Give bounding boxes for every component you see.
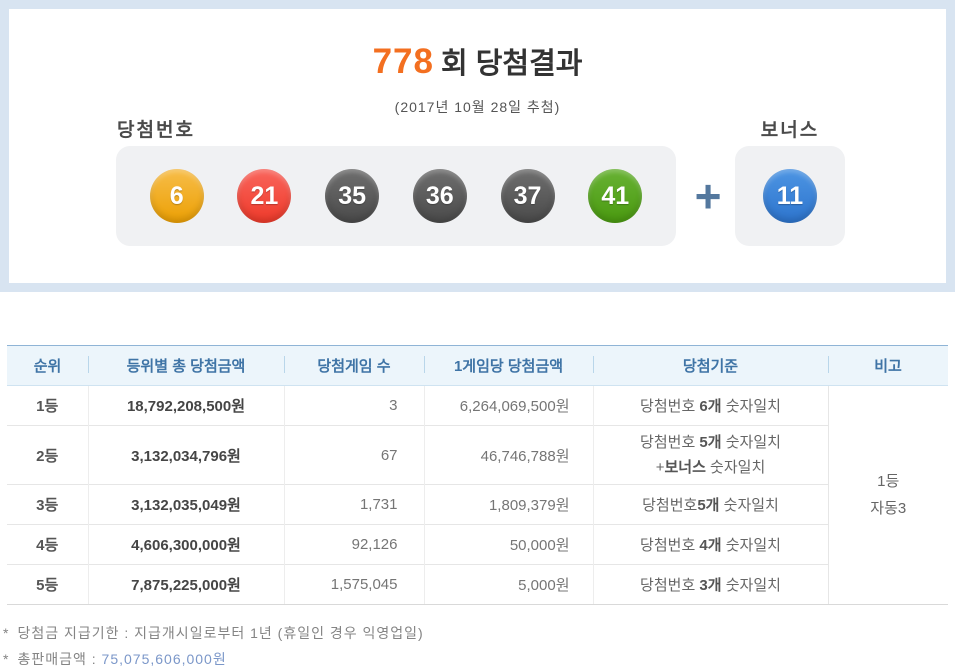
- table-row-rank4: 4등 4,606,300,000원 92,126 50,000원 당첨번호 4개…: [7, 524, 948, 565]
- payment-deadline-note: * 당첨금 지급기한 : 지급개시일로부터 1년 (휴일인 경우 익영업일): [3, 620, 424, 646]
- total-prize-cell: 3,132,035,049원: [87, 484, 284, 525]
- draw-result-label: 회 당첨결과: [440, 48, 583, 80]
- criteria-text: 숫자일치: [721, 398, 781, 415]
- criteria-bold: 5개: [699, 434, 722, 451]
- criteria-text: 당첨번호: [640, 434, 700, 451]
- per-game-prize-cell: 46,746,788원: [423, 425, 593, 485]
- criteria-cell: 당첨번호 6개 숫자일치: [592, 385, 828, 426]
- total-sales-amount: 75,075,606,000원: [101, 651, 227, 667]
- criteria-text: 숫자일치: [705, 459, 766, 476]
- bonus-ball-tray: 11: [735, 146, 845, 246]
- bonus-label: 보너스: [760, 120, 820, 141]
- criteria-text: 당첨번호: [642, 497, 698, 514]
- winning-games-cell: 1,575,045: [283, 564, 424, 605]
- winning-balls-tray: 6 21 35 36 37 41: [116, 146, 676, 246]
- table-row-rank5: 5등 7,875,225,000원 1,575,045 5,000원 당첨번호 …: [7, 564, 948, 605]
- total-prize-cell: 7,875,225,000원: [87, 564, 284, 605]
- winning-games-cell: 3: [283, 385, 424, 426]
- winning-games-cell: 67: [283, 425, 424, 485]
- winning-ball-1: 6: [149, 169, 204, 223]
- winning-games-cell: 92,126: [283, 524, 424, 565]
- criteria-text: 숫자일치: [721, 434, 781, 451]
- criteria-cell: 당첨번호5개 숫자일치: [592, 484, 828, 525]
- winning-ball-3: 35: [325, 169, 380, 223]
- header-criteria: 당첨기준: [593, 345, 828, 386]
- criteria-cell: 당첨번호 5개 숫자일치 +보너스 숫자일치: [592, 425, 828, 485]
- total-sales-note: * 총판매금액 : 75,075,606,000원: [3, 646, 424, 672]
- winning-ball-5: 37: [500, 169, 555, 223]
- draw-number: 778: [372, 42, 434, 81]
- criteria-line1: 당첨번호 5개 숫자일치: [595, 430, 827, 455]
- rank-cell: 2등: [7, 425, 88, 485]
- prize-table: 순위 등위별 총 당첨금액 당첨게임 수 1게임당 당첨금액 당첨기준 비고 1…: [7, 345, 948, 605]
- payment-deadline-text: 당첨금 지급기한 : 지급개시일로부터 1년 (휴일인 경우 익영업일): [17, 625, 424, 641]
- table-header-row: 순위 등위별 총 당첨금액 당첨게임 수 1게임당 당첨금액 당첨기준 비고: [7, 345, 948, 386]
- winning-ball-2: 21: [237, 169, 292, 223]
- total-prize-cell: 18,792,208,500원: [87, 385, 284, 426]
- draw-date: (2017년 10월 28일 추첨): [394, 99, 561, 115]
- rank-cell: 4등: [7, 524, 88, 565]
- winning-ball-6: 41: [588, 169, 643, 223]
- criteria-bold: 보너스: [664, 459, 706, 476]
- winning-ball-4: 36: [412, 169, 467, 223]
- note-line1: 1등: [877, 473, 900, 490]
- table-row-rank2: 2등 3,132,034,796원 67 46,746,788원 당첨번호 5개…: [7, 425, 948, 485]
- winning-games-cell: 1,731: [283, 484, 424, 525]
- table-row-rank1: 1등 18,792,208,500원 3 6,264,069,500원 당첨번호…: [7, 385, 948, 605]
- table-row-rank3: 3등 3,132,035,049원 1,731 1,809,379원 당첨번호5…: [7, 484, 948, 525]
- plus-icon: +: [694, 170, 722, 222]
- header-winning-games: 당첨게임 수: [284, 345, 424, 386]
- per-game-prize-cell: 6,264,069,500원: [423, 385, 593, 426]
- rank-cell: 3등: [7, 484, 88, 525]
- criteria-text: 숫자일치: [719, 497, 779, 514]
- criteria-text: 당첨번호: [640, 398, 700, 415]
- criteria-text: +: [655, 459, 665, 476]
- header-rank: 순위: [7, 345, 88, 386]
- rank-cell: 5등: [7, 564, 88, 605]
- note-line2: 자동3: [870, 500, 907, 517]
- header-total-prize: 등위별 총 당첨금액: [88, 345, 284, 386]
- criteria-line2: +보너스 숫자일치: [595, 455, 827, 480]
- criteria-text: 당첨번호: [640, 537, 700, 554]
- footer-notes: * 당첨금 지급기한 : 지급개시일로부터 1년 (휴일인 경우 익영업일) * 총…: [3, 620, 424, 672]
- bonus-ball: 11: [763, 169, 817, 223]
- bullet-star: *: [3, 625, 10, 641]
- total-sales-label: 총판매금액 :: [17, 651, 102, 667]
- header-per-game-prize: 1게임당 당첨금액: [424, 345, 593, 386]
- header-note: 비고: [828, 345, 948, 386]
- per-game-prize-cell: 1,809,379원: [423, 484, 593, 525]
- criteria-cell: 당첨번호 3개 숫자일치: [592, 564, 828, 605]
- per-game-prize-cell: 5,000원: [423, 564, 593, 605]
- total-prize-cell: 4,606,300,000원: [87, 524, 284, 565]
- criteria-bold: 3개: [699, 577, 722, 594]
- criteria-text: 숫자일치: [721, 577, 781, 594]
- criteria-cell: 당첨번호 4개 숫자일치: [592, 524, 828, 565]
- note-cell: 1등 자동3: [827, 385, 948, 605]
- criteria-text: 숫자일치: [721, 537, 781, 554]
- total-prize-cell: 3,132,034,796원: [87, 425, 284, 485]
- criteria-bold: 6개: [699, 398, 722, 415]
- criteria-bold: 4개: [699, 537, 722, 554]
- criteria-text: 당첨번호: [640, 577, 700, 594]
- page-title: 778 회 당첨결과: [9, 40, 946, 82]
- per-game-prize-cell: 50,000원: [423, 524, 593, 565]
- winning-numbers-label: 당첨번호: [117, 120, 195, 141]
- bullet-star: *: [3, 651, 10, 667]
- criteria-bold: 5개: [697, 497, 720, 514]
- rank-cell: 1등: [7, 385, 88, 426]
